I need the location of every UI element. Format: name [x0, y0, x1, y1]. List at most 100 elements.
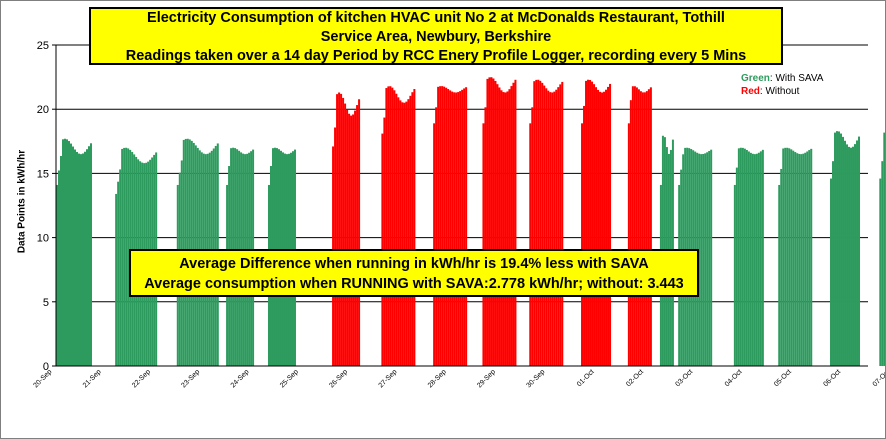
bar — [751, 153, 754, 366]
bar — [834, 132, 837, 366]
bar — [543, 85, 546, 367]
x-tick-label: 23-Sep — [180, 368, 201, 389]
bar — [358, 99, 361, 366]
x-tick-label: 28-Sep — [427, 368, 448, 389]
bar — [786, 147, 789, 366]
bar — [585, 80, 588, 366]
bar — [549, 92, 552, 367]
bar-block-with-sava — [879, 132, 885, 366]
bar — [806, 151, 809, 366]
bar — [494, 80, 497, 366]
bar — [735, 167, 738, 366]
bar — [123, 147, 126, 366]
bar — [488, 77, 491, 367]
bar — [482, 123, 485, 366]
chart-title-line-1: Electricity Consumption of kitchen HVAC … — [147, 10, 725, 26]
bar — [627, 123, 630, 366]
bar — [804, 152, 807, 366]
bar — [704, 153, 707, 366]
bar — [595, 87, 598, 367]
bar — [633, 86, 636, 367]
bar — [433, 123, 436, 366]
bar — [759, 151, 762, 366]
bar — [599, 91, 602, 367]
bar — [502, 92, 505, 366]
bar-block-without-sava — [332, 92, 361, 367]
bar — [706, 152, 709, 366]
y-tick-label: 25 — [37, 40, 49, 52]
bar — [346, 109, 349, 366]
y-tick-label: 20 — [37, 104, 49, 116]
bar — [794, 152, 797, 366]
bar — [710, 149, 713, 366]
bar — [74, 149, 76, 366]
legend-green-text: : With SAVA — [769, 73, 824, 84]
bar — [72, 146, 74, 366]
bar — [70, 143, 72, 366]
bar — [459, 91, 462, 367]
bar — [407, 99, 410, 367]
bar — [437, 86, 440, 366]
x-tick-label: 25-Sep — [279, 368, 300, 389]
bar — [810, 148, 813, 366]
bar — [82, 153, 84, 366]
bar — [629, 100, 632, 367]
bar — [352, 114, 355, 366]
y-axis-label: Data Points in kWh/hr — [16, 149, 28, 254]
bar — [603, 91, 606, 366]
bar — [127, 148, 130, 366]
bar — [535, 79, 538, 366]
bar — [449, 90, 452, 366]
bar — [403, 102, 406, 367]
bar — [117, 181, 120, 366]
bar — [504, 92, 507, 366]
bar — [441, 86, 444, 367]
bar — [86, 149, 88, 366]
bar — [832, 161, 835, 366]
x-tick-label: 06-Oct — [822, 368, 842, 388]
bar — [348, 113, 351, 366]
x-tick-label: 27-Sep — [378, 368, 399, 389]
x-tick-label: 01-Oct — [576, 368, 596, 388]
bar — [881, 161, 884, 366]
bar — [780, 168, 783, 366]
bar — [808, 150, 811, 366]
bar — [401, 102, 404, 366]
bar — [747, 151, 750, 366]
bar — [338, 92, 341, 367]
bar — [607, 86, 610, 366]
bar — [557, 87, 560, 366]
bar-block-without-sava — [482, 77, 517, 367]
bar — [643, 92, 646, 366]
bar — [547, 90, 550, 366]
bar — [119, 169, 122, 366]
legend-red-word: Red — [741, 86, 760, 97]
x-tick-label: 02-Oct — [625, 368, 645, 388]
bar — [609, 83, 612, 367]
bar — [399, 100, 402, 366]
bar — [539, 80, 542, 367]
bar — [395, 93, 398, 367]
bar — [506, 91, 509, 366]
bar — [512, 82, 515, 367]
bar — [334, 127, 337, 367]
bar — [413, 89, 416, 366]
x-tick-label: 05-Oct — [773, 368, 793, 388]
bar — [708, 150, 711, 366]
bar-block-with-sava — [733, 147, 764, 366]
x-tick-label: 04-Oct — [724, 368, 744, 388]
bar — [457, 92, 460, 366]
chart-title-box: Electricity Consumption of kitchen HVAC … — [89, 7, 783, 65]
legend-item-without-sava: Red: Without — [741, 85, 823, 98]
bar — [737, 148, 740, 366]
bar — [455, 92, 458, 367]
bar — [850, 147, 853, 366]
legend: Green: With SAVA Red: Without — [741, 72, 823, 98]
bar — [593, 84, 596, 366]
bar — [778, 184, 781, 366]
bar — [583, 105, 586, 367]
bar — [597, 89, 600, 366]
bar — [447, 89, 450, 367]
bar — [739, 147, 742, 366]
